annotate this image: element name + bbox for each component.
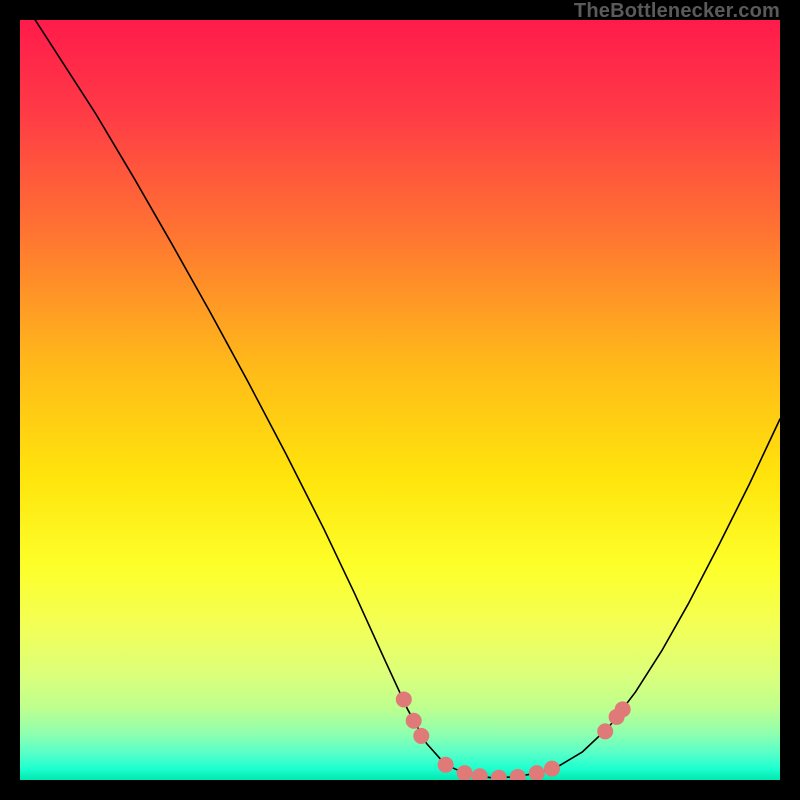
bottleneck-curve-chart [20, 20, 780, 780]
data-marker [438, 757, 454, 773]
gradient-background [20, 20, 780, 780]
data-marker [615, 701, 631, 717]
data-marker [406, 713, 422, 729]
watermark-text: TheBottlenecker.com [574, 0, 780, 23]
data-marker [544, 761, 560, 777]
data-marker [396, 691, 412, 707]
plot-area [20, 20, 780, 780]
chart-frame: TheBottlenecker.com [0, 0, 800, 800]
data-marker [413, 728, 429, 744]
data-marker [597, 723, 613, 739]
